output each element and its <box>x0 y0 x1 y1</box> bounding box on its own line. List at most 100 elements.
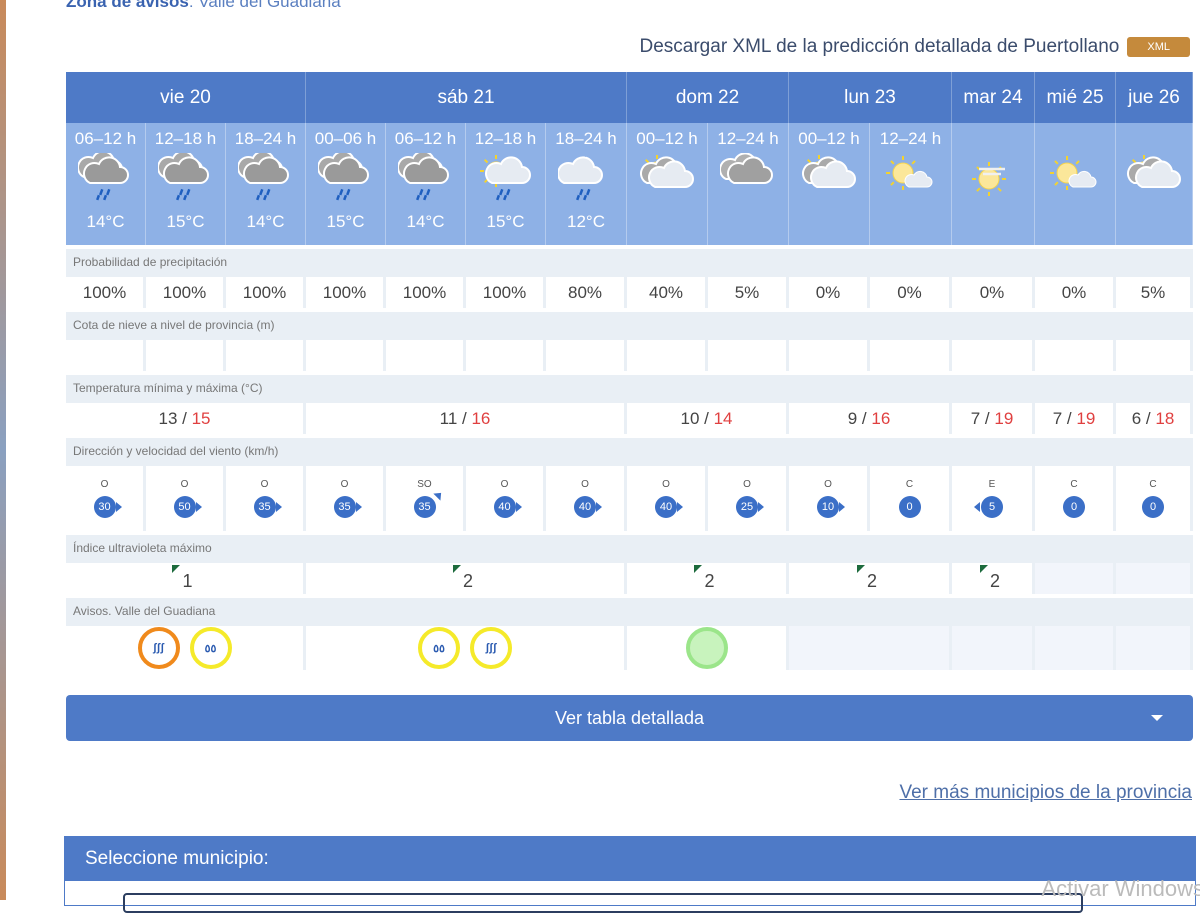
period-temp: 12°C <box>567 212 605 231</box>
snow-value <box>466 340 546 371</box>
temp-max: 15 <box>191 408 211 428</box>
wind-arrow-icon <box>115 502 122 512</box>
precip-value: 100% <box>226 277 306 308</box>
uv-cell <box>1116 563 1193 594</box>
zona-value: Valle del Guadiana <box>198 0 341 11</box>
minmax-row: 13 / 15 11 / 16 10 / 14 9 / 16 7 / 19 7 / 19 6… <box>66 403 1193 434</box>
period-cell <box>1116 123 1193 245</box>
day-header: vie 20 <box>66 72 306 123</box>
period-cell: 12–18 h 15°C <box>146 123 226 245</box>
period-temp: 15°C <box>326 212 365 231</box>
wind-speed-badge: 30 <box>93 496 122 518</box>
temp-min: 9 <box>847 408 858 428</box>
wind-arrow-icon <box>596 502 602 512</box>
period-cell: 00–12 h <box>627 123 708 245</box>
uv-cell: 2 <box>952 563 1035 594</box>
day-header-row: vie 20 sáb 21 dom 22 lun 23 mar 24 mié 25 jue … <box>66 72 1193 123</box>
wind-direction: C <box>1070 479 1078 490</box>
wind-direction: O <box>260 479 269 490</box>
uv-value: 1 <box>172 565 193 592</box>
wind-speed-badge: 40 <box>655 496 683 518</box>
rain-cloud-icon <box>236 149 294 212</box>
minmax-cell: 13 / 15 <box>66 403 306 434</box>
rain-cloud-icon <box>396 149 454 212</box>
wind-cell: O 10 <box>789 466 870 531</box>
wind-speed-badge: 35 <box>333 496 362 518</box>
period-cell: 00–12 h <box>789 123 870 245</box>
warning-none-green-icon[interactable] <box>685 627 728 669</box>
uv-value: 2 <box>694 565 715 592</box>
avisos-cell: ʃʃʃ ٥٥ <box>66 626 306 670</box>
wind-arrow-icon <box>677 502 683 512</box>
minmax-cell: 11 / 16 <box>306 403 627 434</box>
warning-rain-yellow-icon[interactable]: ٥٥ <box>189 627 232 669</box>
temp-min: 11 <box>439 408 458 428</box>
precip-value: 0% <box>789 277 870 308</box>
period-label: 12–24 h <box>717 129 779 148</box>
wind-cell: O 35 <box>226 466 306 531</box>
period-cell: 18–24 h 14°C <box>226 123 306 245</box>
sun-cloud-icon <box>801 149 857 212</box>
uv-value: 2 <box>856 565 877 592</box>
precip-value: 0% <box>870 277 952 308</box>
day-header: mar 24 <box>952 72 1035 123</box>
snow-value <box>952 340 1035 371</box>
wind-speed-badge: 10 <box>817 496 845 518</box>
period-label: 00–06 h <box>314 129 377 148</box>
uv-cell: 1 <box>66 563 306 594</box>
warning-coastal-orange-icon[interactable]: ʃʃʃ <box>137 627 180 669</box>
wind-direction: E <box>988 479 996 490</box>
wind-direction: C <box>1149 479 1157 490</box>
period-label <box>1073 129 1078 149</box>
temp-max: 16 <box>471 408 491 428</box>
snow-value <box>306 340 386 371</box>
warning-rain-yellow-icon[interactable]: ٥٥ <box>418 627 460 669</box>
period-cell: 12–24 h <box>870 123 952 245</box>
minmax-cell: 6 / 18 <box>1116 403 1193 434</box>
precip-value: 100% <box>466 277 546 308</box>
snow-row <box>66 340 1193 371</box>
precip-value: 100% <box>386 277 466 308</box>
storm-rain-icon <box>557 149 614 212</box>
uv-value: 2 <box>979 565 1000 592</box>
wind-direction: C <box>905 479 914 490</box>
period-cell <box>1035 123 1116 245</box>
wind-arrow-icon <box>515 502 522 512</box>
wind-speed-badge: 0 <box>1142 496 1164 518</box>
avisos-label: Avisos. Valle del Guadiana <box>66 598 1193 626</box>
sun-rain-icon <box>478 149 534 212</box>
minmax-cell: 9 / 16 <box>789 403 952 434</box>
cloud-icon <box>719 149 776 212</box>
snow-value <box>1035 340 1116 371</box>
warning-coastal-yellow-icon[interactable]: ʃʃʃ <box>470 627 512 669</box>
ver-tabla-button[interactable]: Ver tabla detallada <box>66 695 1193 741</box>
day-label: mar 24 <box>963 86 1023 108</box>
day-header: mié 25 <box>1035 72 1116 123</box>
wind-speed-badge: 25 <box>736 496 764 518</box>
uv-cell: 2 <box>627 563 789 594</box>
wind-speed-badge: 35 <box>413 489 445 518</box>
period-label: 06–12 h <box>74 129 137 148</box>
day-label: jue 26 <box>1128 86 1180 108</box>
wind-speed-badge: 5 <box>974 496 1003 518</box>
precip-value: 80% <box>546 277 627 308</box>
snow-value <box>627 340 708 371</box>
ver-mas-link[interactable]: Ver más municipios de la provincia <box>899 782 1192 803</box>
period-label: 06–12 h <box>394 129 457 148</box>
snow-value <box>386 340 466 371</box>
municipio-selector: Seleccione municipio: <box>64 836 1196 913</box>
sun-haze-icon <box>965 149 1021 212</box>
period-label: 00–12 h <box>636 129 698 148</box>
period-row: 06–12 h 14°C 12–18 h 15°C 18–24 h 14°C 00–06 h… <box>66 123 1193 245</box>
wind-speed-badge: 50 <box>173 496 202 518</box>
uv-cell: 2 <box>789 563 952 594</box>
zona-avisos: Zona de avisos: Valle del Guadiana <box>66 0 341 12</box>
wind-direction: O <box>743 479 751 490</box>
municipio-input[interactable] <box>123 893 1083 913</box>
wind-cell: SO 35 <box>386 466 466 531</box>
wind-cell: O 40 <box>466 466 546 531</box>
wind-arrow-icon <box>839 502 845 512</box>
xml-button[interactable]: XML <box>1127 37 1190 57</box>
period-temp: 14°C <box>246 212 285 231</box>
